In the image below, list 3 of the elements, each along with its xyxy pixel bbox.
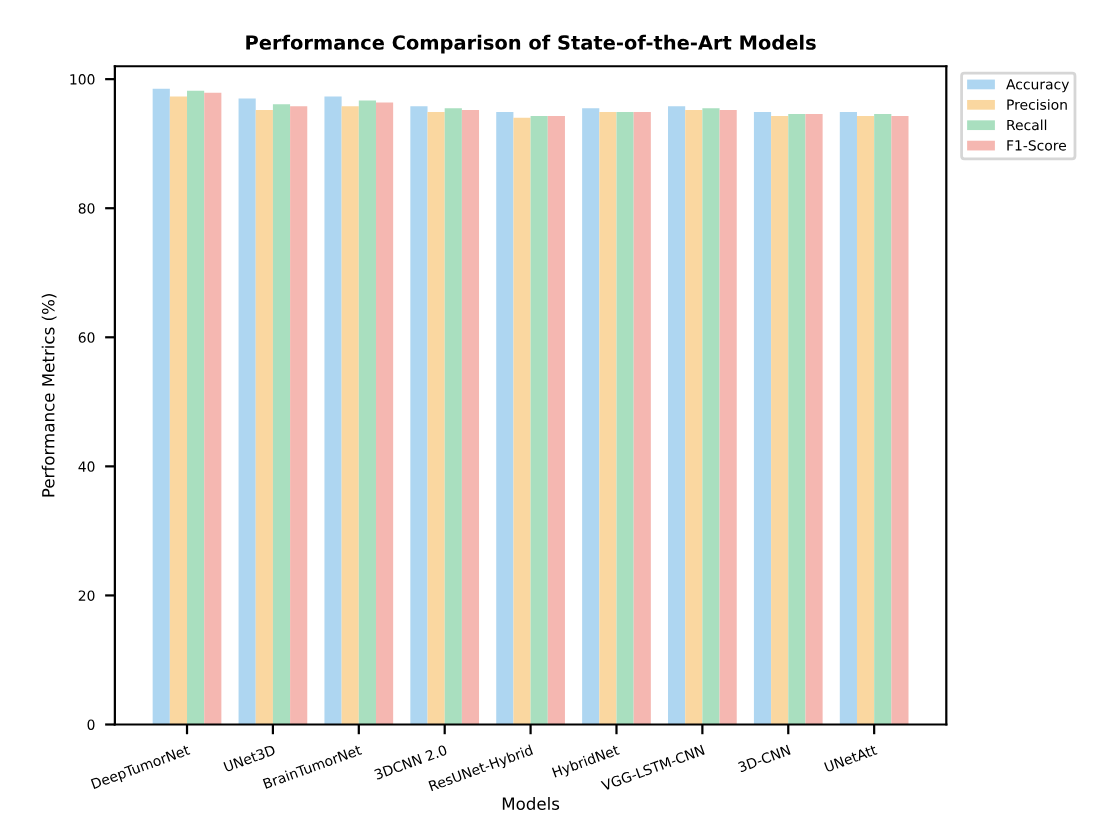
x-axis-title: Models	[502, 797, 560, 810]
y-axis-title: Performance Metrics (%)	[41, 294, 57, 497]
chart-title: Performance Comparison of State-of-the-Art Models	[246, 34, 816, 54]
